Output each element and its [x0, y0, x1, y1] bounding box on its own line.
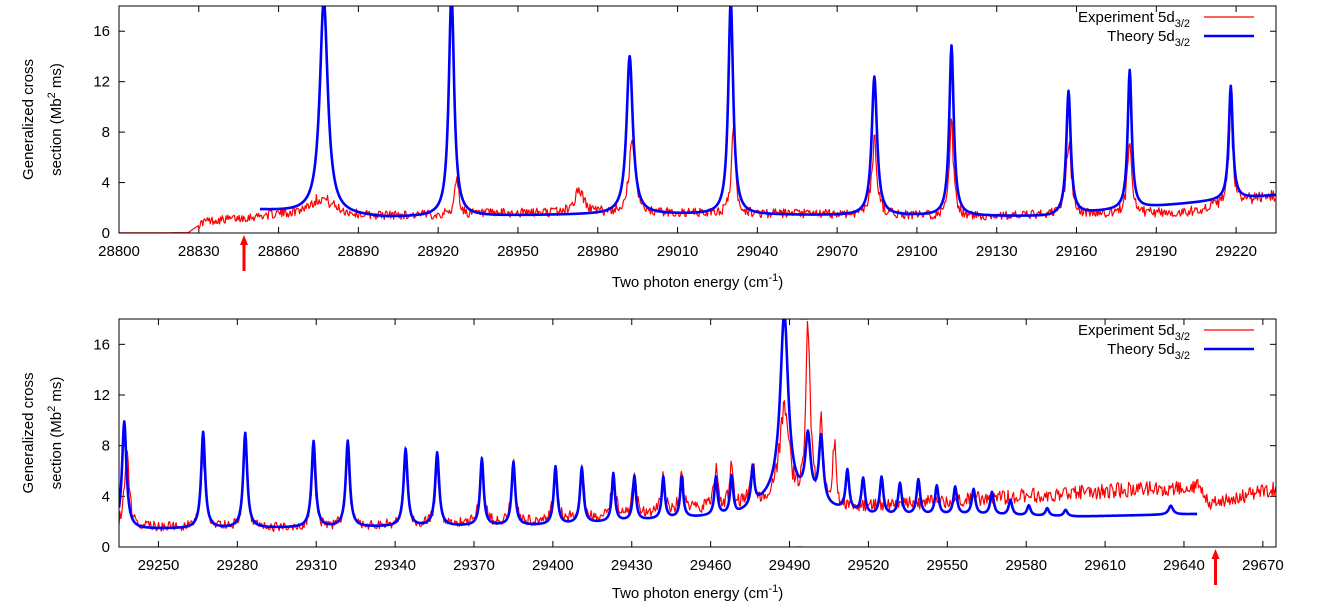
y-tick-label: 8 — [102, 438, 110, 455]
x-tick-label: 29040 — [736, 243, 778, 260]
top-panel: 0 4 8 12 16 28800 28830 28860 28890 28920 28950 289… — [20, 5, 1277, 291]
x-tick-label: 29550 — [926, 557, 968, 574]
y-tick-label: 16 — [93, 336, 110, 353]
x-tick-label: 29400 — [532, 557, 574, 574]
x-tick-label: 29610 — [1084, 557, 1126, 574]
bottom-panel: 0 4 8 12 16 29250 29280 29310 29340 29370 29400 294… — [20, 318, 1284, 602]
threshold-arrow-head — [240, 235, 249, 245]
x-tick-label: 28830 — [178, 243, 220, 260]
x-tick-label: 28890 — [338, 243, 380, 260]
legend-label: Experiment 5d3/2 — [1078, 322, 1190, 343]
threshold-arrow-head — [1211, 549, 1220, 559]
y-tick-label: 16 — [93, 23, 110, 40]
y-tick-label: 12 — [93, 387, 110, 404]
theory-series-line — [119, 319, 1198, 530]
x-axis-label: Two photon energy (cm-1) — [612, 583, 784, 602]
y-tick-label: 12 — [93, 74, 110, 91]
legend-label: Experiment 5d3/2 — [1078, 9, 1190, 30]
y-tick-label: 4 — [102, 488, 110, 505]
x-tick-label: 29250 — [138, 557, 180, 574]
y-tick-label: 4 — [102, 175, 110, 192]
x-tick-label: 28920 — [417, 243, 459, 260]
x-tick-label: 29190 — [1135, 243, 1177, 260]
y-tick-label: 0 — [102, 539, 110, 556]
theory-series-line — [259, 6, 1276, 218]
x-axis-label: Two photon energy (cm-1) — [612, 272, 784, 291]
x-tick-label: 29220 — [1215, 243, 1257, 260]
y-axis-label-line2: section (Mb2 ms) — [46, 63, 65, 176]
x-tick-label: 29130 — [976, 243, 1018, 260]
x-tick-label: 29340 — [374, 557, 416, 574]
x-tick-label: 28860 — [258, 243, 300, 260]
x-tick-label: 29460 — [690, 557, 732, 574]
y-tick-label: 0 — [102, 225, 110, 242]
x-tick-label: 29520 — [848, 557, 890, 574]
x-tick-label: 29430 — [611, 557, 653, 574]
x-tick-label: 29160 — [1056, 243, 1098, 260]
plot-area — [119, 6, 1276, 233]
x-tick-label: 28980 — [577, 243, 619, 260]
x-tick-label: 29100 — [896, 243, 938, 260]
x-tick-label: 28800 — [98, 243, 140, 260]
x-tick-label: 29640 — [1163, 557, 1205, 574]
x-tick-label: 29490 — [769, 557, 811, 574]
x-tick-label: 29070 — [816, 243, 858, 260]
y-axis-label-line1: Generalized cross — [20, 373, 37, 494]
x-tick-label: 29310 — [295, 557, 337, 574]
plot-area — [119, 319, 1276, 547]
plot-frame — [118, 5, 1277, 234]
legend-label: Theory 5d3/2 — [1107, 28, 1190, 49]
y-axis-label-line2: section (Mb2 ms) — [46, 377, 65, 490]
experiment-series-line — [119, 320, 1276, 533]
x-tick-label: 29370 — [453, 557, 495, 574]
experiment-series-line — [119, 97, 1276, 233]
y-tick-label: 8 — [102, 124, 110, 141]
plot-frame — [118, 318, 1277, 548]
x-tick-label: 29670 — [1242, 557, 1284, 574]
legend-label: Theory 5d3/2 — [1107, 341, 1190, 362]
y-axis-label-line1: Generalized cross — [20, 59, 37, 180]
x-tick-label: 29580 — [1005, 557, 1047, 574]
x-tick-label: 29280 — [216, 557, 258, 574]
x-tick-label: 28950 — [497, 243, 539, 260]
x-tick-label: 29010 — [657, 243, 699, 260]
